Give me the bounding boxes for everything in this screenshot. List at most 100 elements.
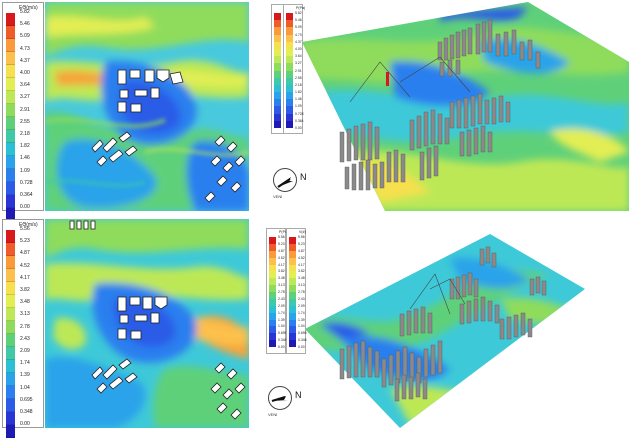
bottom-mini-legend-b-tick-label: 5.23: [298, 241, 305, 246]
top-legend-tick-label: 4.37: [20, 57, 30, 64]
bottom-mini-legend-b-tick-label: 0.348: [298, 338, 307, 343]
bottom-3d-buildings: [339, 246, 547, 402]
top-mini-legend-a-swatch: [274, 34, 281, 42]
top-mini-legend-a-swatch: [274, 120, 281, 128]
top-compass-ring: [273, 168, 297, 192]
bottom-legend-tick-label: 5.56: [20, 226, 30, 232]
bottom-mini-legend-a-tick-label: 1.04: [278, 324, 285, 329]
top-legend-tick-label: 4.73: [20, 45, 30, 52]
top-mini-legend-b-tick-label: 1.82: [295, 90, 302, 95]
bottom-legend-tick-label: 3.48: [20, 299, 30, 306]
bottom-mini-legend-a-swatch: [269, 326, 276, 334]
top-mini-legend-b-tick-label: 0.364: [295, 118, 304, 123]
top-mini-legend-a-swatch: [274, 27, 281, 35]
bottom-legend-tick-label: 1.04: [20, 384, 30, 391]
top-mini-legend-b-swatch: [286, 92, 293, 100]
top-mini-legend-b-swatch: [286, 34, 293, 42]
bottom-mini-legend-a-swatch: [269, 292, 276, 299]
bottom-legend-swatch: [6, 256, 15, 269]
bottom-legend-tick-label: 4.17: [20, 274, 30, 281]
bottom-mini-legend-a-title: P(Pa): [279, 230, 289, 234]
bottom-compass-north: N: [295, 390, 302, 400]
bottom-mini-legend-a: P(Pa) 5.56 5.23 4.87 4.52 4.17 3.82 3.48 3.13 2.…: [266, 228, 289, 354]
top-mini-legend-b-tick-label: 2.18: [295, 82, 302, 87]
top-legend-tick-label: 3.27: [20, 94, 30, 101]
bottom-3d-view: [300, 219, 629, 428]
bottom-mini-legend-a-tick-label: 4.17: [278, 262, 285, 267]
bottom-mini-legend-a-tick-label: 3.13: [278, 283, 285, 288]
top-mini-legend-a-swatch: [274, 70, 281, 78]
bottom-mini-legend-b-tick-label: 2.43: [298, 296, 305, 301]
top-legend-tick-label: 0.00: [20, 204, 30, 211]
top-plan-view-map: [45, 2, 249, 211]
top-legend-swatch: [6, 39, 15, 52]
top-mini-legend-a-swatch: [274, 48, 281, 57]
top-legend-tick-label: 5.09: [20, 33, 30, 40]
top-legend-swatch: [6, 130, 15, 143]
top-legend-tick-label: 2.18: [20, 131, 30, 137]
bottom-legend-swatch: [6, 412, 15, 425]
top-mini-legend-b-tick-label: 4.37: [295, 39, 302, 44]
bottom-mini-legend-b-swatch: [289, 292, 296, 299]
top-legend-swatch: [6, 195, 15, 208]
top-mini-legend-a-swatch: [274, 63, 281, 71]
top-mini-legend-b-tick-label: 3.27: [295, 61, 302, 66]
top-mini-legend-b-swatch: [286, 63, 293, 71]
bottom-mini-legend-a-swatch: [269, 312, 276, 320]
bottom-compass: N VENI: [268, 386, 302, 417]
top-mini-legend-b-tick-label: 3.64: [295, 54, 302, 59]
bottom-legend-swatch: [6, 308, 15, 321]
bottom-legend-swatch: [6, 334, 15, 347]
bottom-mini-legend-b-swatch: [289, 340, 296, 347]
bottom-legend-swatch: [6, 282, 15, 295]
bottom-mini-legend-b-swatch: [289, 333, 296, 341]
bottom-mini-legend-b-tick-label: 3.13: [298, 283, 305, 288]
bottom-mini-legend-a-swatch: [269, 257, 276, 265]
bottom-mini-legend-b-tick-label: 1.04: [298, 324, 305, 329]
bottom-legend-swatch: [6, 425, 15, 438]
top-compass-label: VENI: [273, 194, 283, 199]
bottom-mini-legend-b-title: V(#): [299, 230, 306, 234]
bottom-mini-legend-b-tick-label: 4.17: [298, 262, 305, 267]
bottom-mini-legend-a-tick-label: 0.695: [278, 331, 287, 336]
bottom-legend-tick-label: 4.87: [20, 250, 30, 257]
top-mini-legend-b-swatch: [286, 106, 293, 114]
bottom-3d-overpass-lines: [409, 273, 466, 315]
top-mini-legend-b-tick-label: 2.91: [295, 68, 302, 73]
bottom-mini-legend-b-tick-label: 2.09: [298, 303, 305, 308]
top-legend-tick-label: 5.46: [20, 21, 30, 28]
top-mini-legend-a-swatch: [274, 92, 281, 100]
bottom-mini-legend-b-tick-label: 0.695: [298, 331, 307, 336]
bottom-mini-legend-b-swatch: [289, 250, 296, 258]
top-legend-title: EΘ(m/s): [19, 5, 38, 11]
bottom-legend-title: EΘ(m/s): [19, 222, 38, 228]
bottom-mini-legend-b-tick-label: 4.87: [298, 248, 305, 253]
top-legend-tick-label: 1.82: [20, 143, 30, 150]
top-mini-legend-b-swatch: [286, 120, 293, 128]
bottom-legend-tick-label: 0.695: [20, 396, 33, 403]
bottom-mini-legend-b-tick-label: 2.78: [298, 290, 305, 294]
top-legend-swatch: [6, 117, 15, 130]
top-mini-legend-b-tick-label: 2.55: [295, 75, 302, 80]
top-mini-legend-a-swatch: [274, 106, 281, 114]
bottom-mini-legend-b-swatch: [289, 257, 296, 265]
bottom-mini-legend-b-swatch: [289, 326, 296, 334]
bottom-legend-tick-label: 2.43: [20, 335, 30, 342]
top-mini-legend-b-swatch: [286, 56, 293, 64]
top-legend-tick-label: 1.46: [20, 155, 30, 162]
bottom-legend-tick-label: 2.78: [20, 323, 30, 330]
top-mini-legend-b-swatch: [286, 20, 293, 28]
top-3d-highlight-building: [386, 72, 389, 86]
top-legend-tick-label: 4.00: [20, 70, 30, 76]
bottom-compass-label: VENI: [268, 412, 278, 417]
top-legend-swatch: [6, 78, 15, 91]
top-mini-legend-b-swatch: [286, 99, 293, 107]
top-mini-legend-b-swatch: [286, 113, 293, 121]
bottom-mini-legend-a-tick-label: 4.87: [278, 248, 285, 253]
top-3d-buildings: [339, 19, 541, 191]
bottom-mini-legend-b-swatch: [289, 264, 296, 272]
top-legend-swatch: [6, 91, 15, 104]
bottom-mini-legend-a-swatch: [269, 278, 276, 286]
top-legend-colorbar: [6, 13, 15, 221]
bottom-legend-tick-label: 3.13: [20, 311, 30, 318]
